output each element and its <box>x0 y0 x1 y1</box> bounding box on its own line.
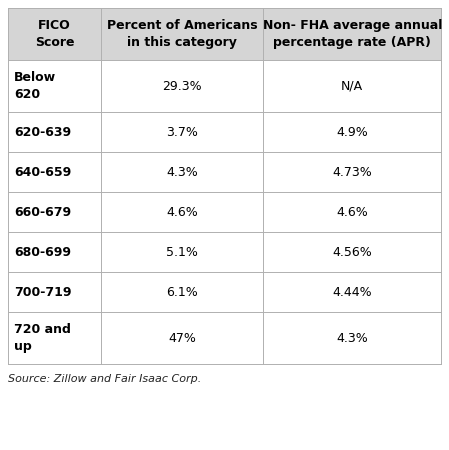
Text: 640-659: 640-659 <box>14 166 71 179</box>
Text: 720 and
up: 720 and up <box>14 323 71 353</box>
Text: 47%: 47% <box>168 332 196 345</box>
Bar <box>101 152 264 192</box>
Text: 660-679: 660-679 <box>14 206 71 219</box>
Text: 620-639: 620-639 <box>14 126 71 139</box>
Text: 4.6%: 4.6% <box>336 206 368 219</box>
Bar <box>101 312 264 364</box>
Text: 6.1%: 6.1% <box>167 285 198 298</box>
Bar <box>101 8 264 60</box>
Text: 4.73%: 4.73% <box>332 166 372 179</box>
Text: FICO
Score: FICO Score <box>35 19 74 49</box>
Bar <box>264 192 441 232</box>
Bar <box>101 192 264 232</box>
Text: 4.44%: 4.44% <box>332 285 372 298</box>
Text: 700-719: 700-719 <box>14 285 71 298</box>
Text: Below
620: Below 620 <box>14 71 56 101</box>
Bar <box>8 60 101 112</box>
Text: 3.7%: 3.7% <box>166 126 198 139</box>
Bar <box>264 60 441 112</box>
Text: 4.9%: 4.9% <box>336 126 368 139</box>
Text: Percent of Americans
in this category: Percent of Americans in this category <box>107 19 258 49</box>
Text: Source: Zillow and Fair Isaac Corp.: Source: Zillow and Fair Isaac Corp. <box>8 374 201 384</box>
Text: 4.3%: 4.3% <box>167 166 198 179</box>
Bar <box>264 152 441 192</box>
Text: 5.1%: 5.1% <box>166 246 198 258</box>
Text: N/A: N/A <box>341 80 363 93</box>
Bar <box>264 8 441 60</box>
Text: Non- FHA average annual
percentage rate (APR): Non- FHA average annual percentage rate … <box>263 19 442 49</box>
Bar <box>264 312 441 364</box>
Text: 680-699: 680-699 <box>14 246 71 258</box>
Bar <box>101 272 264 312</box>
Bar <box>101 232 264 272</box>
Text: 4.3%: 4.3% <box>336 332 368 345</box>
Bar <box>8 8 101 60</box>
Text: 4.6%: 4.6% <box>167 206 198 219</box>
Bar <box>8 272 101 312</box>
Bar <box>8 112 101 152</box>
Text: 29.3%: 29.3% <box>163 80 202 93</box>
Bar <box>264 232 441 272</box>
Bar <box>264 272 441 312</box>
Text: 4.56%: 4.56% <box>332 246 372 258</box>
Bar <box>8 232 101 272</box>
Bar <box>8 152 101 192</box>
Bar <box>264 112 441 152</box>
Bar <box>8 312 101 364</box>
Bar <box>8 192 101 232</box>
Bar <box>101 112 264 152</box>
Bar <box>101 60 264 112</box>
